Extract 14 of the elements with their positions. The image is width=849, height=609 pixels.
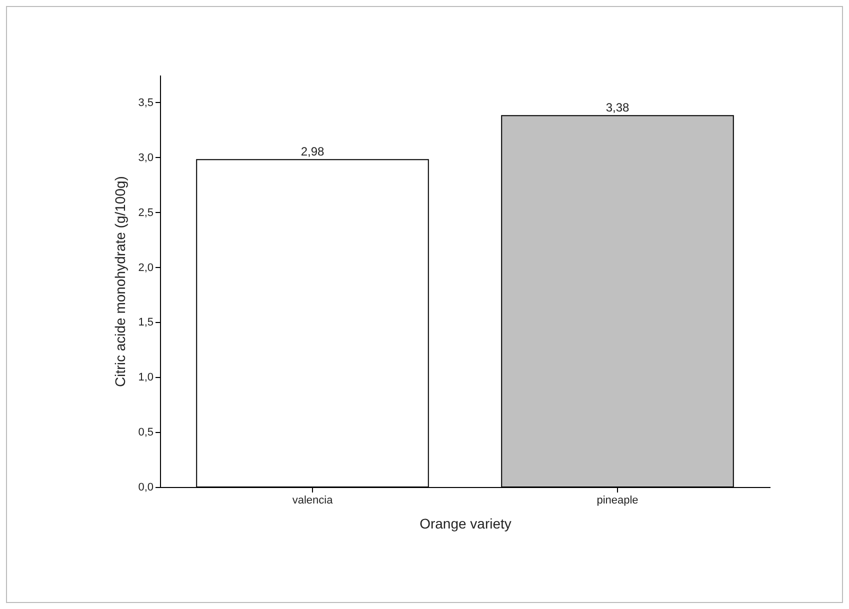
y-axis-title: Citric acide monohydrate (g/100g) [112, 176, 128, 387]
y-tick-label: 2,0 [138, 262, 154, 274]
x-tick-label: valencia [292, 494, 334, 506]
y-tick-label: 2,5 [138, 206, 154, 219]
y-tick-label: 3,0 [138, 152, 154, 164]
y-tick-label: 0,0 [138, 482, 154, 494]
y-tick-label: 1,5 [138, 316, 154, 329]
y-tick-label: 3,5 [138, 96, 154, 109]
y-tick-label: 1,0 [138, 372, 154, 384]
y-tick-label: 0,5 [138, 426, 154, 439]
x-axis-title: Orange variety [420, 516, 512, 532]
data-label: 2,98 [300, 144, 324, 159]
data-label: 3,38 [606, 100, 630, 115]
x-tick-label: pineaple [596, 494, 638, 506]
